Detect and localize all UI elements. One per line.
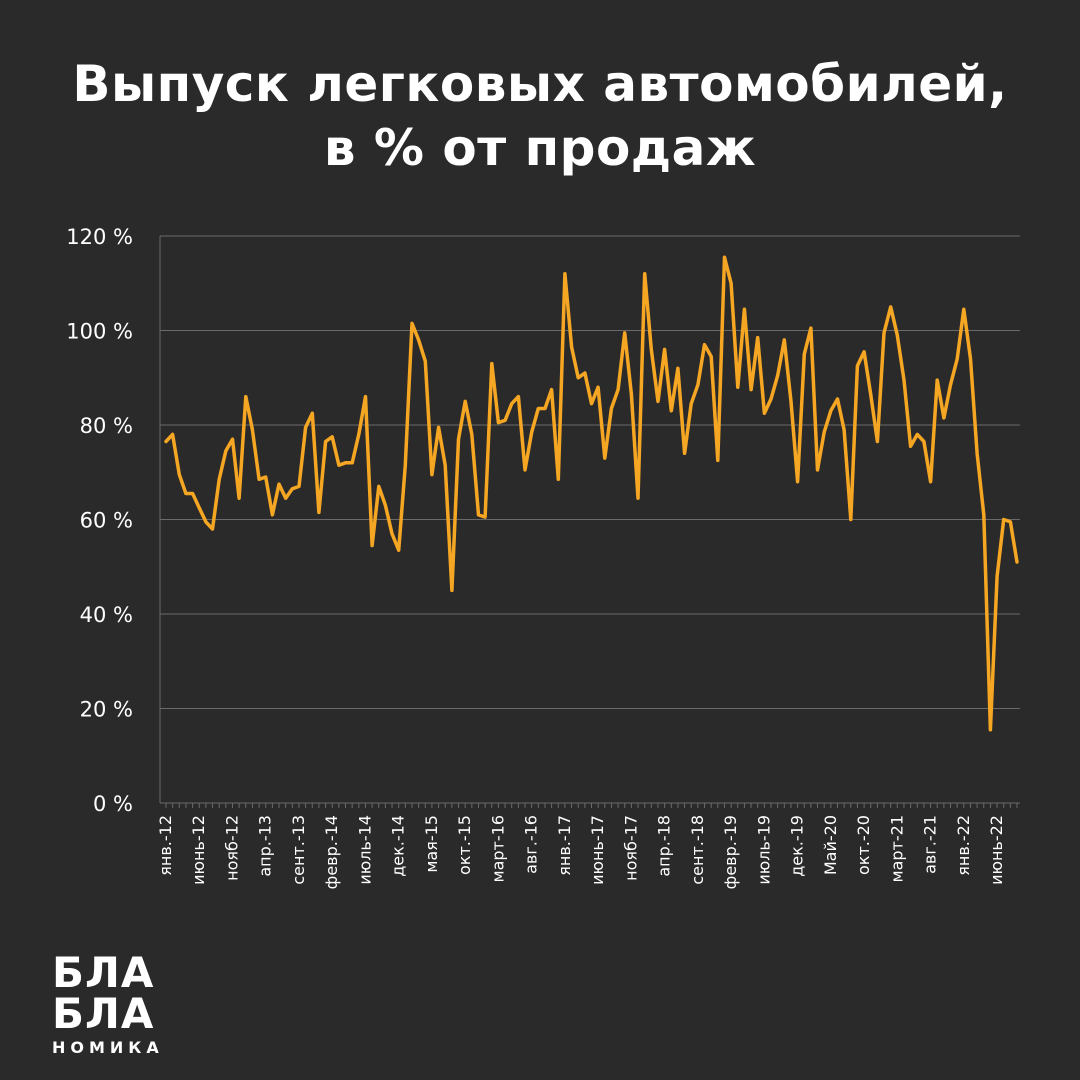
x-tick-label: июль-19 (754, 815, 773, 885)
x-tick-label: март-21 (887, 815, 906, 882)
x-axis: янв.-12 июнь-12 нояб-12 апр.-13 сент.-13 февр… (156, 803, 1018, 889)
series-line (164, 255, 1019, 732)
x-tick-label: мая-15 (422, 815, 441, 873)
x-tick-label: нояб-17 (621, 815, 640, 881)
logo-line-3: НОМИКА (52, 1038, 164, 1057)
x-tick-label: янв.-17 (555, 815, 574, 876)
x-tick-label: янв.-22 (954, 815, 973, 876)
x-tick-label: февр.-14 (322, 815, 341, 889)
y-axis: 0 % 20 % 40 % 60 % 80 % 100 % 120 % (66, 225, 161, 816)
x-tick-label: июнь-17 (588, 815, 607, 885)
x-tick-label: июнь-22 (987, 815, 1006, 885)
y-tick-label: 20 % (80, 698, 133, 722)
y-tick-label: 40 % (80, 603, 133, 627)
chart-plot-area (164, 255, 1019, 732)
chart-title: Выпуск легковых автомобилей, в % от прод… (0, 52, 1080, 180)
x-tick-label: март-16 (488, 815, 507, 882)
x-tick-label: авг.-16 (522, 815, 541, 874)
x-tick-label: апр.-13 (256, 815, 275, 877)
y-tick-label: 60 % (80, 509, 133, 533)
y-tick-label: 80 % (80, 414, 133, 438)
x-tick-label: июнь-12 (189, 815, 208, 885)
chart-gridlines (160, 235, 1020, 804)
x-tick-label: февр.-19 (721, 815, 740, 889)
brand-logo: БЛА БЛА НОМИКА (52, 948, 164, 1058)
x-tick-label: окт.-20 (854, 815, 873, 875)
y-tick-label: 120 % (66, 225, 133, 249)
chart-title-line-2: в % от продаж (323, 119, 757, 177)
x-tick-label: дек.-14 (389, 815, 408, 877)
chart-title-line-1: Выпуск легковых автомобилей, (72, 55, 1008, 113)
x-tick-label: авг.-21 (921, 815, 940, 874)
x-tick-label: апр.-18 (655, 815, 674, 877)
x-tick-label: дек.-19 (788, 815, 807, 877)
x-tick-label: янв.-12 (156, 815, 175, 876)
x-tick-label: Май-20 (821, 815, 840, 875)
x-tick-label: сент.-18 (688, 815, 707, 885)
y-tick-label: 100 % (66, 320, 133, 344)
x-tick-label: окт.-15 (455, 815, 474, 875)
logo-line-2: БЛА (52, 989, 155, 1038)
x-tick-label: июль-14 (355, 815, 374, 885)
x-tick-label: сент.-13 (289, 815, 308, 885)
x-tick-label: нояб-12 (222, 815, 241, 881)
y-tick-label: 0 % (93, 792, 133, 816)
logo-line-1: БЛА (52, 948, 155, 997)
